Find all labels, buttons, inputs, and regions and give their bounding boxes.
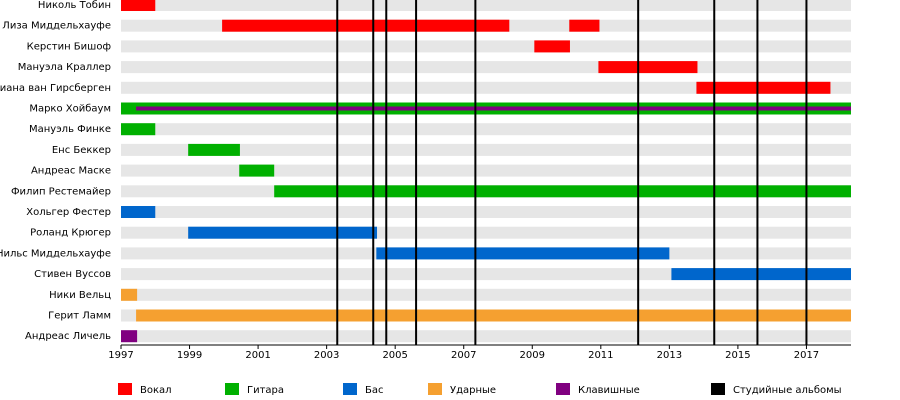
row-label: Андреас Личель [25,331,111,342]
row-label: Герит Ламм [48,311,111,322]
row-label: Марко Хойбаум [29,104,111,115]
row-label: Керстин Бишоф [27,41,111,52]
legend-label: Ударные [450,385,496,396]
row-label: Диана ван Гирсберген [0,83,111,94]
tenure-bar [188,143,240,156]
legend-label: Клавишные [578,385,640,396]
tenure-bar [222,19,510,32]
x-tick-label: 1997 [108,350,133,361]
x-tick-label: 2013 [657,350,682,361]
row-label: Роланд Крюгер [30,228,111,239]
row-label: Лиза Миддельхауфе [2,21,111,32]
legend-label: Студийные альбомы [733,385,842,396]
tenure-bar [534,40,570,53]
row-stripe [121,330,851,343]
legend-swatch [225,383,239,395]
tenure-bar [376,247,670,260]
x-tick-label: 1999 [177,350,202,361]
tenure-bar [598,61,698,74]
tenure-bar [274,185,852,198]
row-label: Мануэль Финке [29,124,111,135]
tenure-bar [121,123,156,136]
tenure-bar [136,309,851,322]
row-label: Мануэла Краллер [18,62,111,73]
x-tick-label: 2017 [794,350,819,361]
tenure-bar [239,164,275,177]
row-stripe [121,123,851,136]
legend-swatch [118,383,132,395]
tenure-bar [569,19,600,32]
row-stripe [121,268,851,281]
legend-swatch [428,383,442,395]
row-stripe [121,61,851,74]
x-tick-label: 2001 [245,350,270,361]
row-label: Филип Рестемайер [11,186,111,197]
legend-swatch [343,383,357,395]
legend-label: Вокал [140,385,172,396]
tenure-bar [696,81,831,94]
x-tick-label: 2005 [382,350,407,361]
legend-label: Гитара [247,385,284,396]
tenure-bar [671,268,851,281]
x-tick-label: 2003 [314,350,339,361]
row-label: Ники Вельц [49,290,111,301]
row-label: Енс Беккер [52,145,111,156]
row-stripe [121,206,851,218]
row-label: Нильс Миддельхауфе [0,248,111,259]
legend-swatch [556,383,570,395]
row-stripe [121,164,851,177]
tenure-bar [136,106,851,111]
row-label: Николь Тобин [38,0,111,11]
tenure-bar [121,288,138,301]
row-stripe [121,143,851,156]
tenure-bar [188,226,378,239]
row-stripe [121,40,851,53]
row-stripe [121,81,851,94]
tenure-bar [121,330,138,343]
x-tick-label: 2007 [451,350,476,361]
tenure-bar [121,206,156,218]
x-tick-label: 2011 [588,350,613,361]
row-stripe [121,288,851,301]
row-stripe [121,0,851,11]
legend-label: Бас [365,385,384,396]
tenure-bar [121,0,156,11]
x-tick-label: 2009 [520,350,545,361]
legend-swatch [711,383,725,395]
x-tick-label: 2015 [725,350,750,361]
row-label: Стивен Вуссов [34,269,111,280]
row-label: Андреас Маске [31,166,111,177]
row-label: Хольгер Фестер [26,207,111,218]
